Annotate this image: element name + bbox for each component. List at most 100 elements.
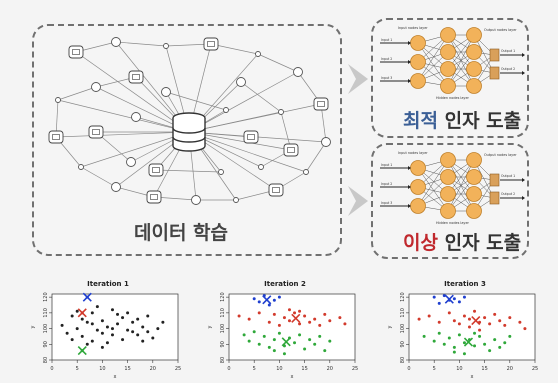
scatter-point [293,311,297,315]
scatter-svg: 0 5 10 15 20 25 80 90 100 110 120 x y [207,292,358,380]
neuron [466,169,482,185]
neuron [410,73,426,89]
scatter-point [457,322,461,326]
y-tick-label: 90 [400,341,406,347]
scatter-point [303,314,307,318]
scatter-point [452,345,456,349]
node-dot [278,109,284,115]
neural-network-diagram: Input 1 Input 2 Input 3 Output 1 Output 2 Inp… [380,26,525,100]
node-dot [78,164,84,170]
scatter-point [65,331,69,335]
scatter-point [267,320,271,324]
scatter-point [447,336,451,340]
scatter-point [338,316,342,320]
scatter-point [457,300,461,304]
neuron [410,179,426,195]
scatter-point [90,339,94,343]
scatter-point [126,328,130,332]
y-tick-label: 80 [220,357,226,363]
centroid-marker [471,315,481,326]
neural-network-diagram: Input 1 Input 2 Input 3 Output 1 Output 2 Inp… [380,151,525,225]
scatter-point [432,295,436,299]
neuron [440,186,456,202]
neuron [440,169,456,185]
scatter-svg: 0 5 10 15 20 25 80 90 100 110 120 x y [387,292,538,380]
scatter-point [488,349,492,353]
scatter-point [100,345,104,349]
node-dot [321,137,331,147]
scatter-point [110,308,114,312]
svg-text:Input 1: Input 1 [381,38,392,42]
scatter-point [308,338,312,342]
neuron [410,35,426,51]
scatter-point [131,320,135,324]
neuron [410,54,426,70]
x-tick-label: 0 [407,366,410,372]
scatter-point [272,338,276,342]
x-tick-label: 15 [301,366,307,372]
scatter-point [313,317,317,321]
scatter-point [257,311,261,315]
neuron [440,44,456,60]
node-dot [233,197,239,203]
svg-text:Input 3: Input 3 [381,201,392,205]
scatter-point [478,328,482,332]
scatter-point [237,314,241,318]
x-tick-label: 20 [507,366,513,372]
svg-text:Hidden nodes layer: Hidden nodes layer [436,221,470,225]
svg-text:Hidden nodes layer: Hidden nodes layer [436,96,470,100]
scatter-point [323,349,327,353]
neuron [466,203,482,219]
scatter-point [95,328,99,332]
node-dot [303,169,309,175]
scatter-point [90,311,94,315]
node-icon [148,163,164,177]
scatter-point [131,330,135,334]
scatter-point [85,342,89,346]
scatter-point [75,327,79,331]
node-dot [161,87,171,97]
scatter-point [467,325,471,329]
scatter-point [100,319,104,323]
neuron [466,27,482,43]
scatter-point [298,333,302,337]
scatter-svg: 0 5 10 15 20 25 80 90 100 110 120 x y [30,292,181,380]
scatter-point [80,334,84,338]
node-dot [131,112,141,122]
scatter-point [467,317,471,321]
node-icon [146,190,162,204]
x-tick-label: 10 [456,366,462,372]
y-tick-label: 120 [220,292,226,302]
scatter-point [257,342,261,346]
scatter-point [277,323,281,327]
scatter-point [272,349,276,353]
scatter-point [80,317,84,321]
scatter-point [318,323,322,327]
optimal-highlight: 최적 [403,110,438,132]
scatter-point [503,323,507,327]
scatter-point [422,334,426,338]
y-tick-label: 110 [220,308,226,318]
scatter-point [437,301,441,305]
svg-text:Output 2: Output 2 [501,192,515,196]
node-dot [255,51,261,57]
neuron [440,27,456,43]
node-dot [223,107,229,113]
optimal-rest: 인자 도출 [437,110,522,132]
neuron [466,61,482,77]
scatter-point [483,342,487,346]
neuron [466,44,482,60]
scatter-point [141,339,145,343]
scatter-plot-iteration-2: Iteration 2 0 5 10 15 20 25 80 90 100 110 120 x y [205,280,365,380]
y-axis-label: y [387,325,393,328]
node-icon [268,183,284,197]
scatter-point [462,314,466,318]
node-icon [88,125,104,139]
scatter-point [105,325,109,329]
anomaly-factor-panel: Input 1 Input 2 Input 3 Output 1 Output 2 Inp… [371,143,529,259]
node-dot [111,182,121,192]
scatter-point [90,322,94,326]
scatter-point [437,331,441,335]
x-tick-label: 15 [481,366,487,372]
scatter-point [121,338,125,342]
